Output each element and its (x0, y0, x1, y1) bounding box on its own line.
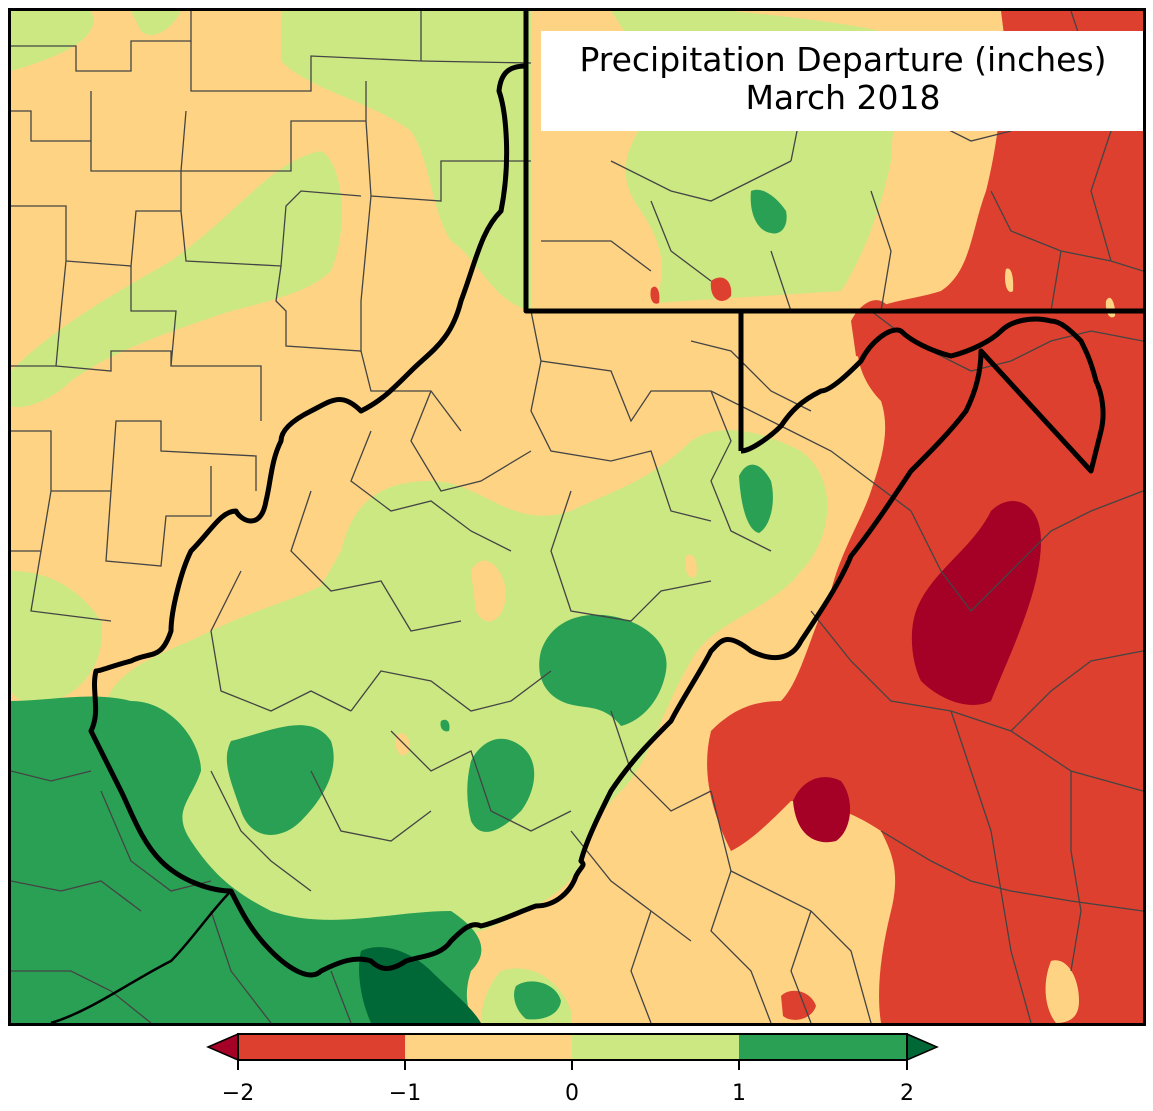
map-frame: Precipitation Departure (inches) March 2… (8, 8, 1146, 1026)
colorbar-scale (206, 1032, 939, 1070)
precipitation-map (11, 11, 1143, 1023)
colorbar-tick-label: −1 (388, 1081, 422, 1106)
colorbar-extend-low-arrow (206, 1032, 239, 1062)
colorbar-bin-slightly-dry (405, 1034, 572, 1060)
colorbar-tick-label: 2 (900, 1081, 914, 1106)
colorbar-tick-label: 1 (732, 1081, 746, 1106)
colorbar-extend-high-arrow (906, 1032, 939, 1062)
dry-islands (1004, 268, 1116, 1023)
wet-regions (11, 189, 787, 1023)
colorbar-bin-dry (238, 1034, 405, 1060)
colorbar-tick-label: −2 (221, 1081, 255, 1106)
very-dry-regions (793, 501, 1041, 843)
colorbar-bin-slightly-wet (572, 1034, 739, 1060)
colorbar-bin-wet (739, 1034, 907, 1060)
title-box: Precipitation Departure (inches) March 2… (541, 31, 1143, 131)
map-subtitle: March 2018 (745, 78, 941, 117)
state-borders (50, 11, 1143, 1023)
colorbar-legend: −2 −1 0 1 2 (200, 1030, 945, 1106)
colorbar-tick-label: 0 (565, 1081, 579, 1106)
map-title: Precipitation Departure (inches) (579, 40, 1107, 79)
